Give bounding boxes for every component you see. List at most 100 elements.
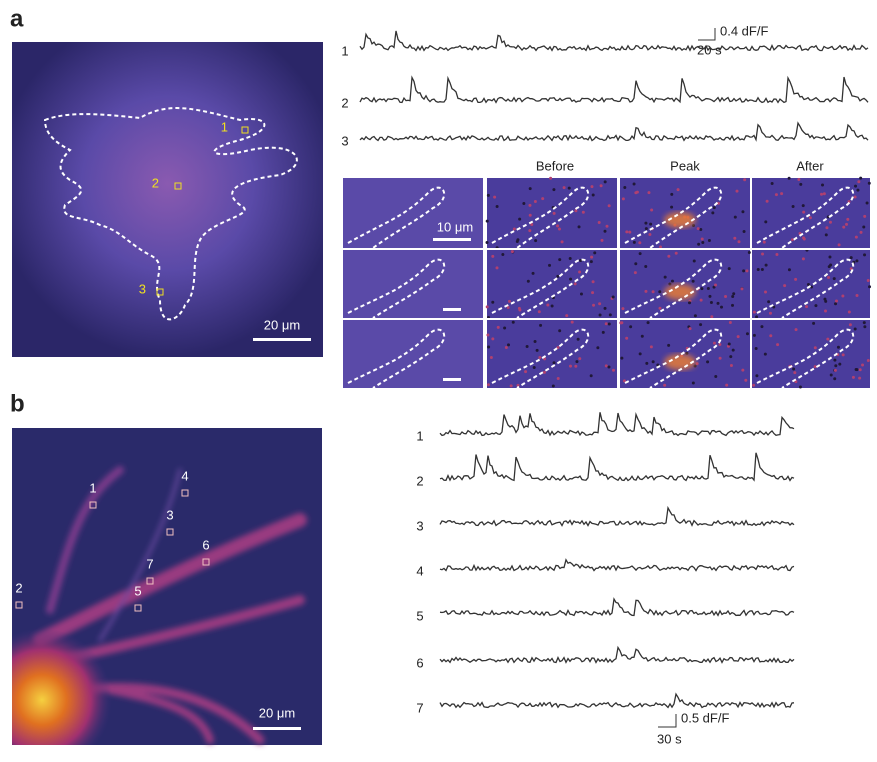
speckle [755, 374, 758, 377]
speckle [645, 362, 648, 365]
speckle [688, 301, 691, 304]
inset-image [343, 320, 483, 388]
speckle [593, 251, 596, 254]
speckle [862, 225, 865, 228]
speckle [814, 346, 817, 349]
speckle [529, 187, 532, 190]
speckle [490, 356, 493, 359]
speckle [732, 292, 735, 295]
speckle [505, 346, 508, 349]
speckle [647, 191, 650, 194]
speckle [546, 303, 549, 306]
scale-bar [433, 238, 471, 241]
speckle [580, 292, 583, 295]
speckle [863, 253, 866, 256]
speckle [648, 233, 651, 236]
speckle [538, 310, 541, 313]
speckle [827, 276, 830, 279]
speckle [574, 365, 577, 368]
speckle [511, 250, 514, 253]
speckle [744, 379, 747, 382]
speckle [765, 264, 768, 267]
speckle [710, 315, 713, 318]
trace-label: 1 [416, 428, 423, 443]
soma [12, 540, 212, 745]
speckle [856, 294, 859, 297]
inset-image [343, 178, 483, 248]
speckle [753, 311, 756, 314]
roi-label: 4 [181, 468, 188, 483]
speckle [629, 325, 632, 328]
speckle [693, 259, 696, 262]
roi-label: 7 [146, 556, 153, 571]
speckle [602, 331, 605, 334]
speckle [697, 243, 700, 246]
speckle [706, 360, 709, 363]
inset-image [752, 178, 870, 248]
speckle [838, 243, 841, 246]
speckle [658, 290, 661, 293]
speckle [577, 338, 580, 341]
speckle [649, 223, 652, 226]
speckle [487, 345, 490, 348]
scale-bar-label: 10 μm [437, 219, 473, 234]
speckle [699, 228, 702, 231]
speckle [522, 202, 525, 205]
speckle [845, 223, 848, 226]
trace [440, 453, 794, 481]
inset-image [620, 250, 750, 318]
speckle [792, 367, 795, 370]
speckle [746, 332, 749, 335]
speckle [743, 178, 746, 181]
speckle [824, 310, 827, 313]
inset-image [487, 178, 617, 248]
speckle [730, 364, 733, 367]
speckle [569, 278, 572, 281]
speckle [639, 352, 642, 355]
speckle [493, 196, 496, 199]
speckle [854, 195, 857, 198]
speckle [689, 327, 692, 330]
speckle [552, 385, 555, 388]
speckle [671, 280, 674, 283]
inset-grid [343, 177, 871, 389]
speckle [563, 186, 566, 189]
speckle [592, 193, 595, 196]
speckle [793, 371, 796, 374]
trace [440, 648, 794, 663]
speckle [848, 310, 851, 313]
speckle [667, 255, 670, 258]
speckle [620, 321, 623, 324]
speckle [553, 361, 556, 364]
speckle [797, 178, 800, 181]
scale-bar-label: 20 s [697, 42, 722, 57]
speckle [551, 304, 554, 307]
speckle [825, 226, 828, 229]
speckle [578, 225, 581, 228]
speckle [764, 220, 767, 223]
speckle [753, 334, 756, 337]
speckle [745, 269, 748, 272]
speckle [620, 357, 623, 360]
speckle [737, 335, 740, 338]
speckle [842, 226, 845, 229]
column-header: Before [536, 158, 574, 173]
speckle [527, 280, 530, 283]
speckle [833, 277, 836, 280]
speckle [855, 368, 858, 371]
speckle [850, 256, 853, 259]
speckle [718, 343, 721, 346]
speckle [628, 231, 631, 234]
speckle [501, 253, 504, 256]
speckle [710, 301, 713, 304]
speckle [795, 328, 798, 331]
speckle [685, 352, 688, 355]
speckle [557, 377, 560, 380]
panel-label: a [10, 5, 24, 32]
speckle [805, 305, 808, 308]
speckle [830, 374, 833, 377]
speckle [612, 296, 615, 299]
speckle [809, 216, 812, 219]
speckle [667, 344, 670, 347]
speckle [652, 290, 655, 293]
